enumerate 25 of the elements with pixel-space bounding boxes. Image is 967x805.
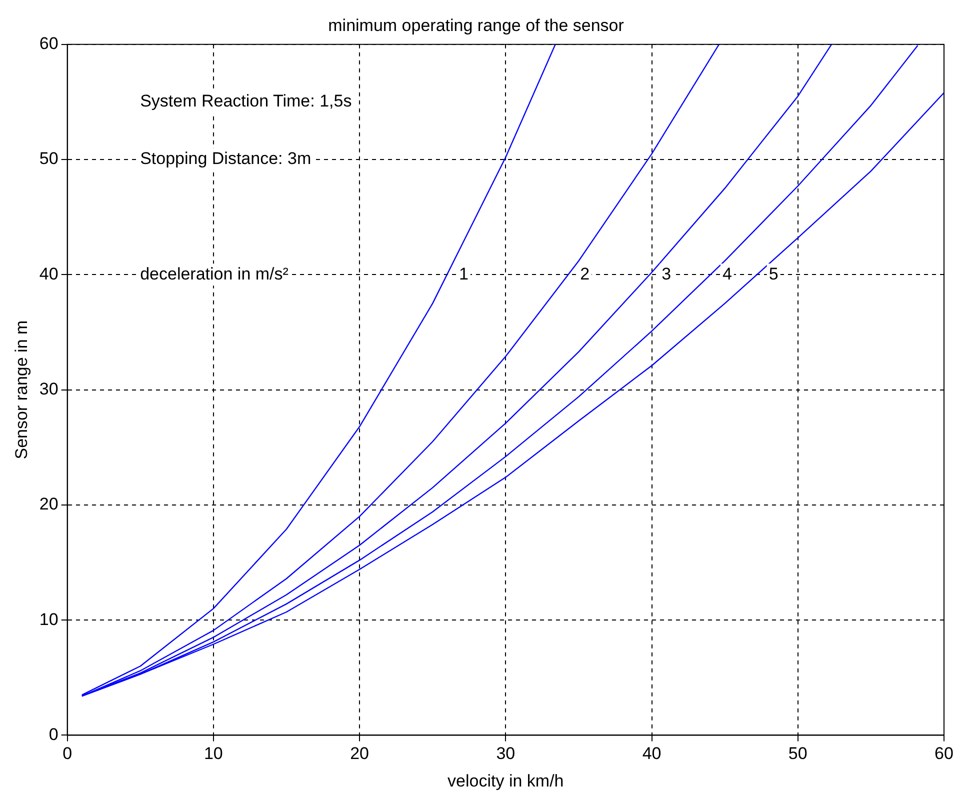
y-axis-title: Sensor range in m bbox=[12, 320, 31, 460]
y-tick-label: 50 bbox=[39, 149, 58, 168]
series-label: 3 bbox=[662, 264, 672, 284]
y-tick-label: 60 bbox=[39, 34, 58, 54]
y-tick-label: 0 bbox=[48, 724, 58, 744]
x-tick-label: 60 bbox=[934, 744, 954, 764]
x-tick-label: 20 bbox=[350, 744, 369, 764]
x-tick-label: 10 bbox=[204, 744, 223, 764]
series-label: 2 bbox=[580, 264, 590, 284]
annotation: deceleration in m/s² bbox=[140, 264, 289, 284]
y-tick-label: 20 bbox=[39, 494, 58, 514]
series-label: 5 bbox=[768, 264, 778, 284]
x-tick-label: 40 bbox=[642, 744, 662, 764]
y-tick-label: 40 bbox=[39, 264, 58, 284]
x-axis-title: velocity in km/h bbox=[448, 771, 564, 790]
annotation: System Reaction Time: 1,5s bbox=[140, 92, 352, 111]
y-tick-label: 30 bbox=[39, 379, 58, 398]
x-tick-label: 30 bbox=[496, 744, 516, 764]
y-tick-label: 10 bbox=[39, 610, 58, 629]
x-tick-label: 0 bbox=[62, 744, 72, 764]
x-tick-label: 50 bbox=[788, 744, 808, 764]
series-label: 4 bbox=[722, 264, 732, 284]
chart-title: minimum operating range of the sensor bbox=[328, 16, 624, 35]
annotation: Stopping Distance: 3m bbox=[140, 149, 312, 168]
series-label: 1 bbox=[458, 264, 468, 284]
